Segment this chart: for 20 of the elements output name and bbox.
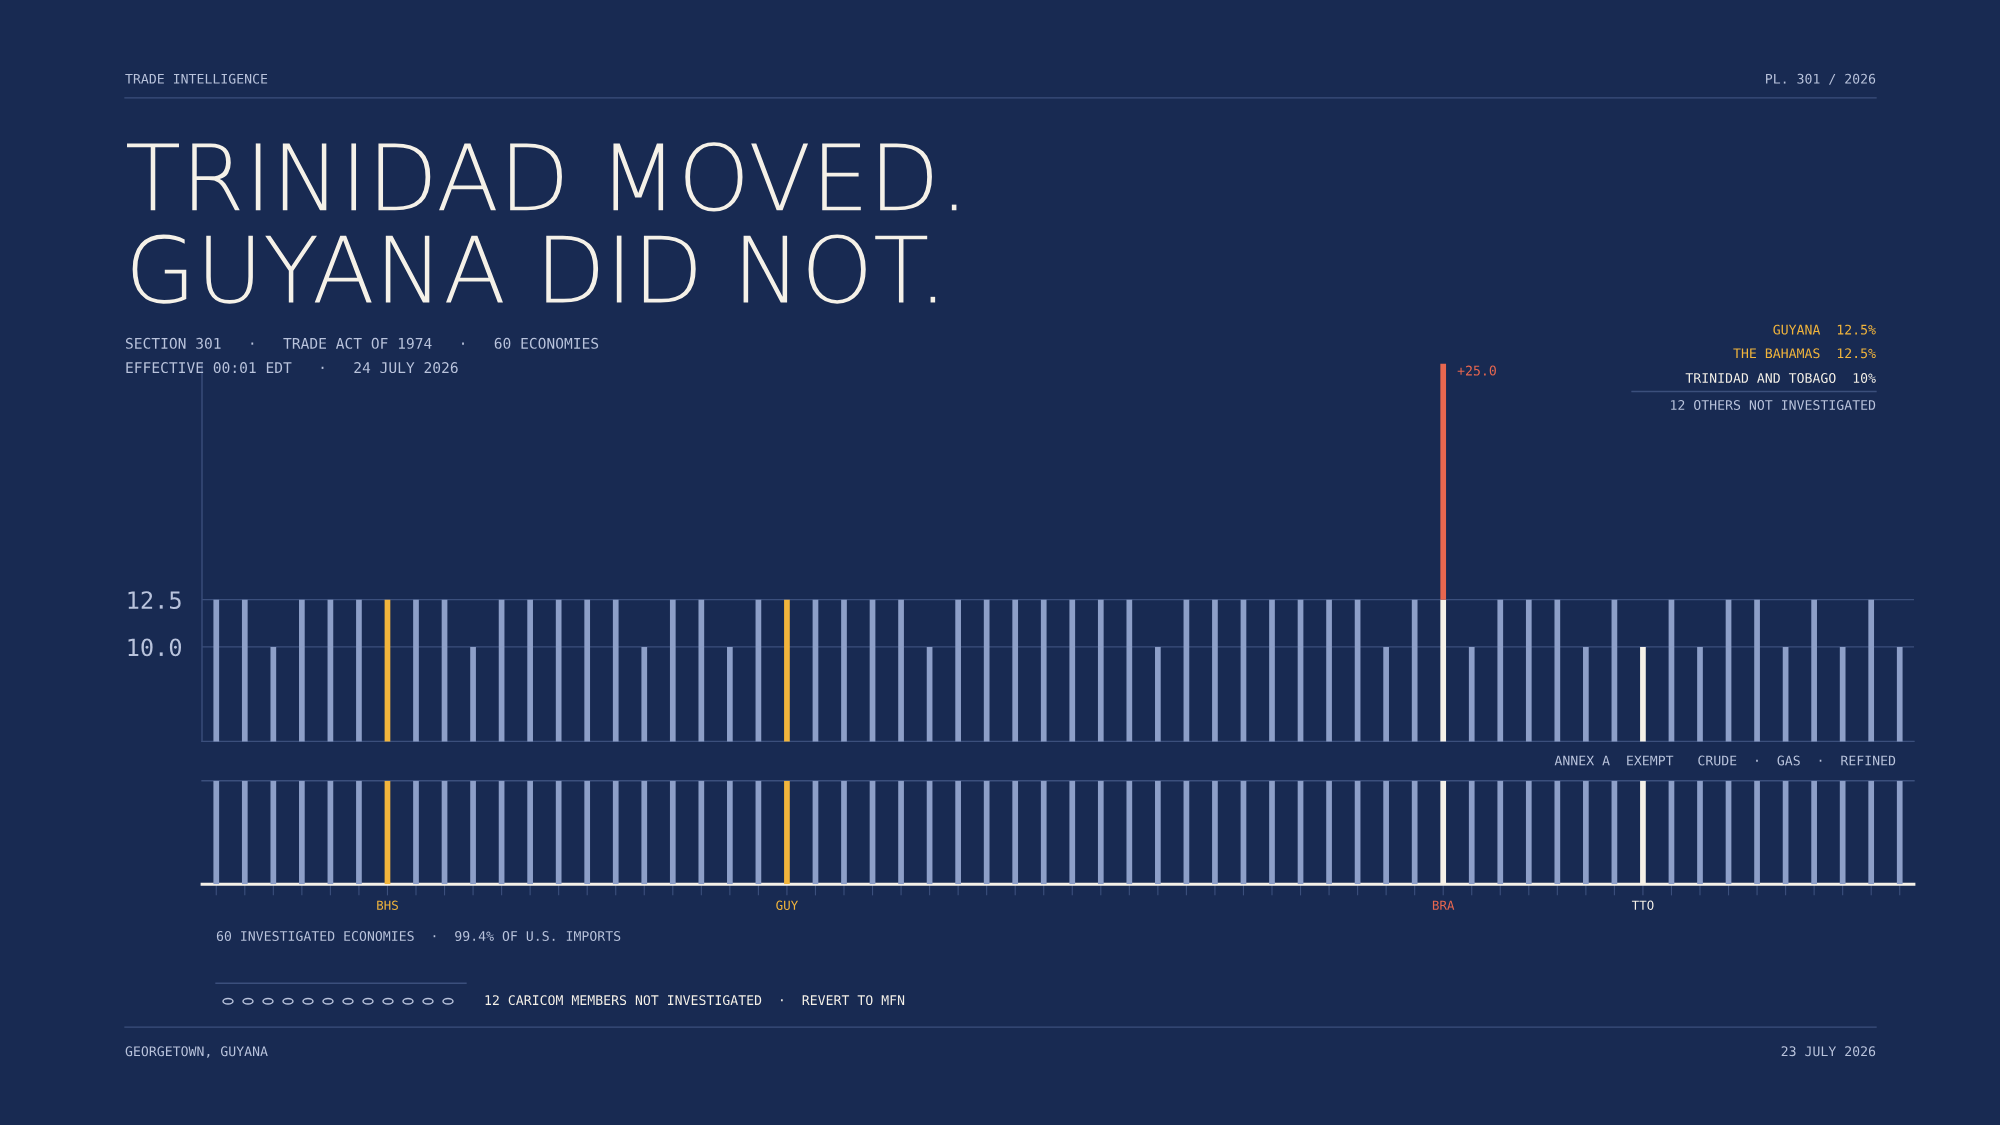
text: 12 CARICOM MEMBERS NOT INVESTIGATED · REVERT TO MFN xyxy=(485,995,905,1006)
text: ANNEX A EXEMPT CRUDE · GAS · REFINED xyxy=(1554,755,1896,766)
x-tick-label: GUY xyxy=(776,900,798,910)
text: GEORGETOWN, GUYANA xyxy=(125,1046,268,1058)
x-tick-label: BHS xyxy=(377,900,398,910)
text: TRADE INTELLIGENCE xyxy=(125,73,268,84)
y-tick-label: 10.0 xyxy=(128,638,182,657)
text: 23 JULY 2026 xyxy=(1781,1046,1876,1057)
text: PL. 301 / 2026 xyxy=(1766,73,1876,85)
annotation: TRINIDAD AND TOBAGO 10% xyxy=(1685,373,1876,383)
x-tick-label: BRA xyxy=(1432,900,1455,910)
chart-subtitle: SECTION 301 · TRADE ACT OF 1974 · 60 ECONOMIES EFFECTIVE 00:01 EDT · 24 JULY 2026 xyxy=(125,337,599,374)
chart-title: TRINIDAD MOVED. GUYANA DID NOT. xyxy=(127,142,957,304)
text: GUYANA 12.5% xyxy=(1773,324,1876,335)
x-tick-label: TTO xyxy=(1631,900,1654,910)
annotation: +25.0 xyxy=(1457,365,1496,376)
annotation: 12 OTHERS NOT INVESTIGATED xyxy=(1671,400,1876,410)
text: THE BAHAMAS 12.5% xyxy=(1733,348,1876,359)
text: 60 INVESTIGATED ECONOMIES · 99.4% OF U.S. IMPORTS xyxy=(216,931,621,941)
y-tick-label: 12.5 xyxy=(128,591,181,609)
